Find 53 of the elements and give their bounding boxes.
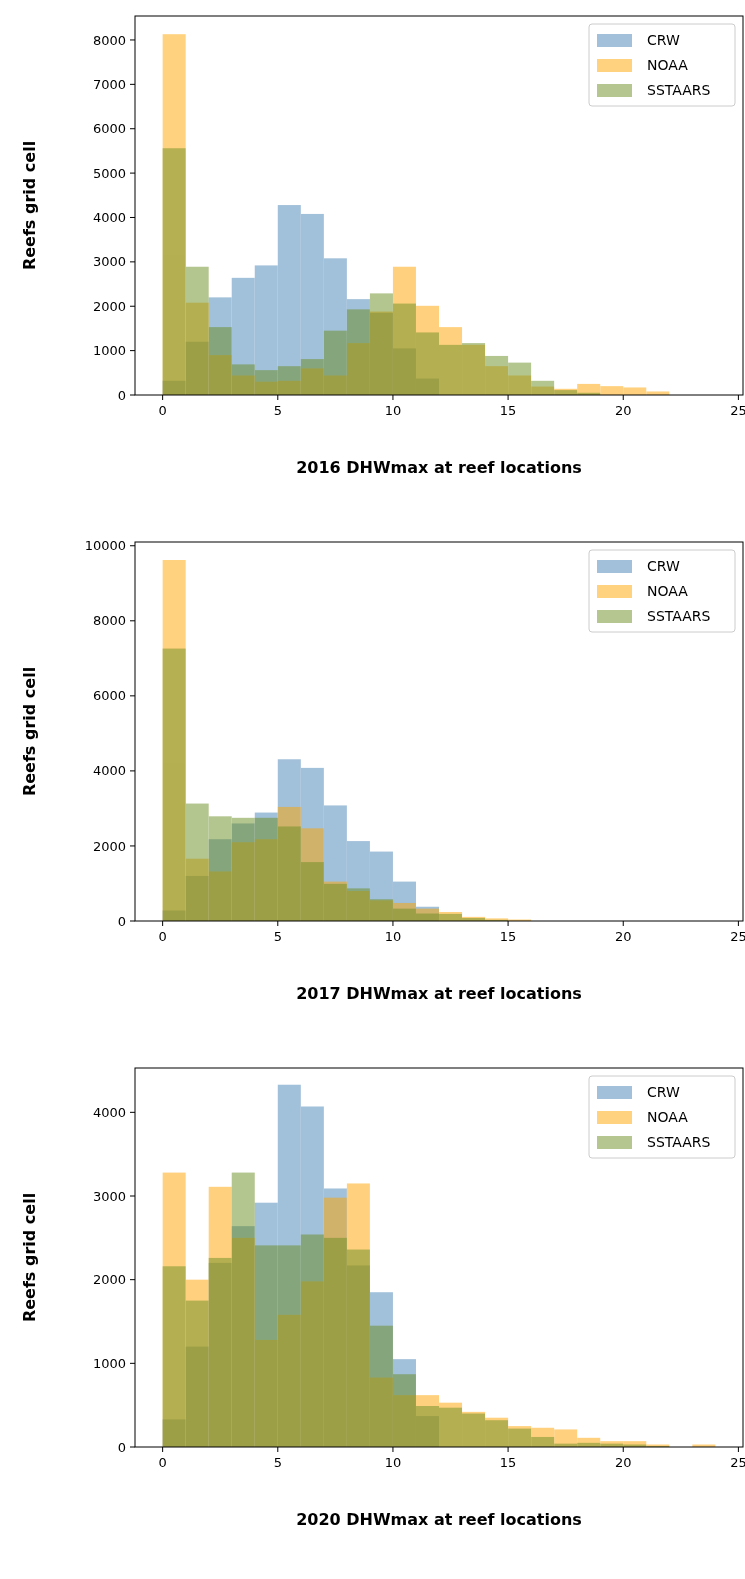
legend-label: CRW [647,1084,680,1100]
y-tick-label: 1000 [92,343,126,359]
x-tick-label: 5 [273,929,282,944]
y-axis-title: Reefs grid cell [20,140,39,271]
x-tick-label: 20 [614,1455,632,1470]
x-tick-label: 20 [614,929,632,944]
legend-label: SSTAARS [647,82,711,98]
x-axis-title: 2016 DHWmax at reef locations [296,458,582,477]
x-tick-label: 15 [499,403,517,418]
y-tick-label: 10000 [84,538,126,554]
x-tick-label: 15 [499,929,517,944]
legend-label: CRW [647,32,680,48]
x-tick-label: 15 [499,1455,517,1470]
y-tick-label: 7000 [92,76,126,92]
y-tick-label: 2000 [92,838,126,854]
y-tick-label: 0 [117,1439,126,1455]
x-tick-label: 5 [273,1455,282,1470]
x-tick-label: 10 [384,403,402,418]
y-tick-label: 1000 [92,1355,126,1371]
y-tick-label: 0 [117,387,126,403]
y-tick-label: 2000 [92,1272,126,1288]
legend-label: SSTAARS [647,1134,711,1150]
y-tick-label: 6000 [92,688,126,704]
y-tick-label: 8000 [92,32,126,48]
x-tick-label: 25 [730,929,745,944]
x-tick-label: 10 [384,929,402,944]
x-tick-label: 5 [273,403,282,418]
y-tick-label: 3000 [92,1188,126,1204]
y-tick-label: 4000 [92,210,126,226]
legend-label: CRW [647,558,680,574]
x-tick-label: 0 [158,1455,167,1470]
x-axis-title: 2017 DHWmax at reef locations [296,984,582,1003]
legend-label: NOAA [647,57,689,73]
y-tick-label: 2000 [92,298,126,314]
x-tick-label: 10 [384,1455,402,1470]
y-tick-label: 5000 [92,165,126,181]
y-axis-title: Reefs grid cell [20,1192,39,1323]
y-tick-label: 8000 [92,613,126,629]
y-tick-label: 0 [117,913,126,929]
y-axis-title: Reefs grid cell [20,666,39,797]
y-tick-label: 3000 [92,254,126,270]
x-tick-label: 0 [158,403,167,418]
y-tick-label: 4000 [92,1104,126,1120]
x-tick-label: 25 [730,1455,745,1470]
x-tick-label: 0 [158,929,167,944]
legend-label: NOAA [647,583,689,599]
y-tick-label: 4000 [92,763,126,779]
legend-label: NOAA [647,1109,689,1125]
x-tick-label: 20 [614,403,632,418]
x-tick-label: 25 [730,403,745,418]
x-axis-title: 2020 DHWmax at reef locations [296,1510,582,1529]
y-tick-label: 6000 [92,121,126,137]
legend-label: SSTAARS [647,608,711,624]
